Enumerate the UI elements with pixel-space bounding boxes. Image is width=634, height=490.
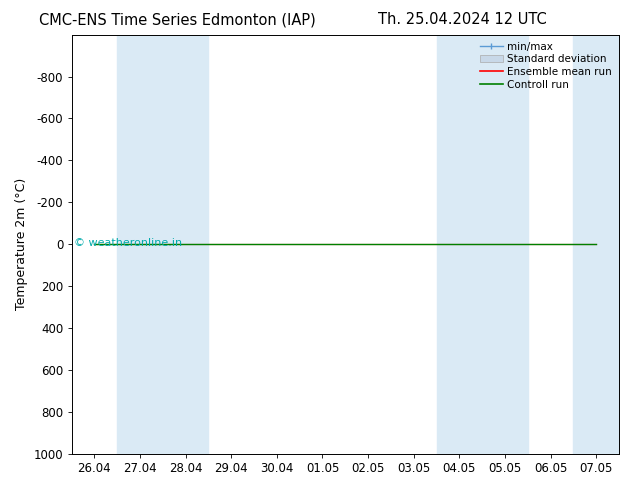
Text: Th. 25.04.2024 12 UTC: Th. 25.04.2024 12 UTC [378,12,547,27]
Bar [436,35,527,454]
Text: © weatheronline.in: © weatheronline.in [74,238,183,248]
Text: CMC-ENS Time Series Edmonton (IAP): CMC-ENS Time Series Edmonton (IAP) [39,12,316,27]
Bar [573,35,619,454]
Y-axis label: Temperature 2m (°C): Temperature 2m (°C) [15,178,28,310]
Legend: min/max, Standard deviation, Ensemble mean run, Controll run: min/max, Standard deviation, Ensemble me… [478,40,614,92]
Bar [117,35,209,454]
